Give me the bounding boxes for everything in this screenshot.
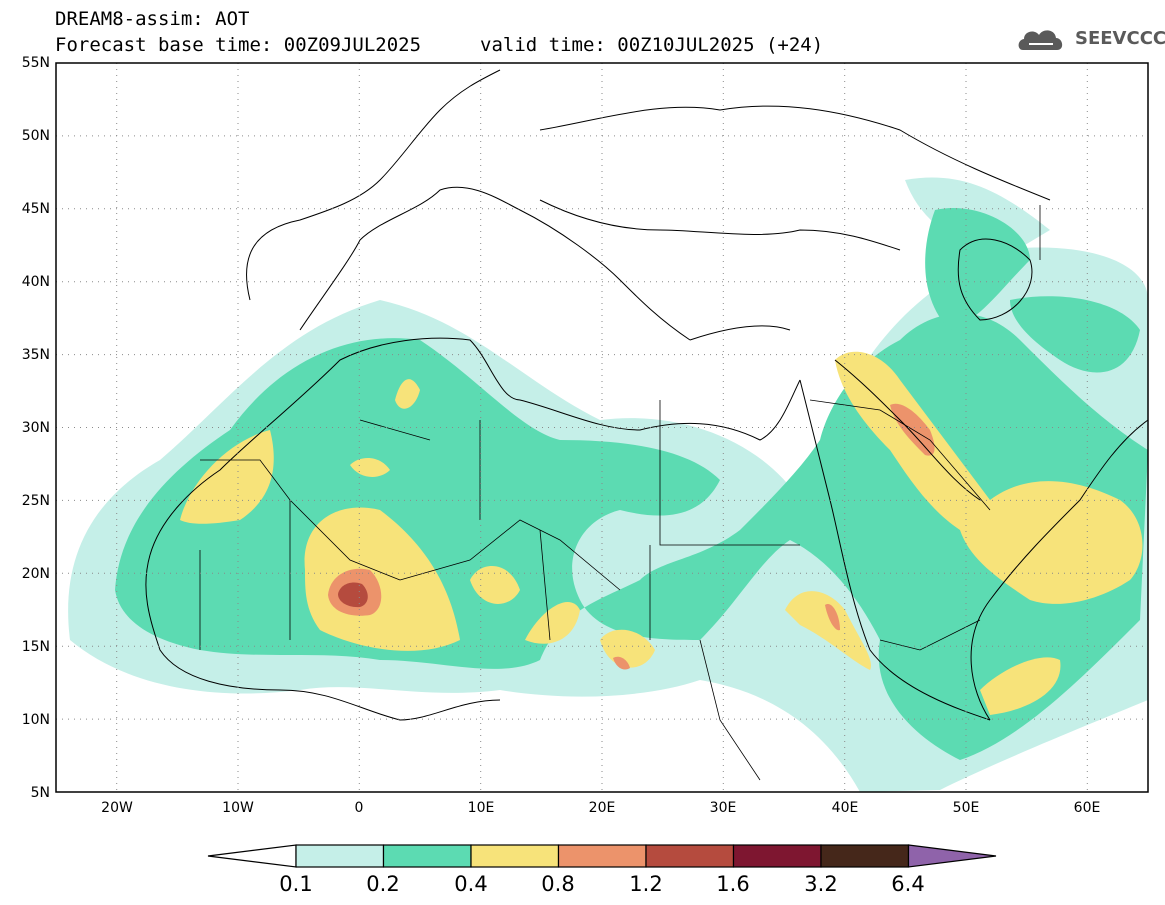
- lat-label: 25N: [21, 493, 50, 509]
- colorbar-label: 1.6: [716, 872, 750, 896]
- colorbar-bin: [470, 844, 560, 868]
- colorbar-label: 0.8: [541, 872, 575, 896]
- lat-label: 35N: [21, 347, 50, 363]
- lat-label: 40N: [21, 274, 50, 290]
- lat-label: 30N: [21, 420, 50, 436]
- aot-field-1.2: [338, 582, 368, 608]
- colorbar-low-triangle: [207, 844, 297, 868]
- colorbar-bin: [295, 844, 385, 868]
- colorbar-label: 3.2: [804, 872, 838, 896]
- colorbar-high-triangle: [907, 844, 997, 868]
- lon-label: 20E: [588, 800, 616, 816]
- lon-label: 10W: [222, 800, 254, 816]
- lon-label: 20W: [101, 800, 133, 816]
- forecast-base-time: Forecast base time: 00Z09JUL2025: [55, 34, 422, 56]
- colorbar-label: 0.4: [454, 872, 488, 896]
- grid-lines: [56, 63, 1148, 792]
- lon-label: 40E: [831, 800, 859, 816]
- lat-label: 10N: [21, 712, 50, 728]
- map-title: DREAM8-assim: AOT: [55, 8, 250, 30]
- colorbar-label: 0.1: [279, 872, 313, 896]
- colorbar-label: 1.2: [629, 872, 663, 896]
- lat-label: 5N: [30, 785, 50, 801]
- lat-label: 15N: [21, 639, 50, 655]
- colorbar-label: 0.2: [366, 872, 400, 896]
- colorbar-bin: [645, 844, 735, 868]
- lat-label: 50N: [21, 128, 50, 144]
- lat-label: 45N: [21, 201, 50, 217]
- colorbar-bin: [382, 844, 472, 868]
- map-frame: [55, 62, 1149, 793]
- colorbar-label: 6.4: [891, 872, 925, 896]
- cloud-icon: [1018, 30, 1063, 50]
- coastlines: [145, 69, 1148, 721]
- valid-time: valid time: 00Z10JUL2025 (+24): [480, 34, 824, 56]
- lat-label: 55N: [21, 55, 50, 71]
- colorbar-bin: [820, 844, 910, 868]
- lon-label: 50E: [952, 800, 980, 816]
- lon-label: 60E: [1073, 800, 1101, 816]
- lon-label: 10E: [467, 800, 495, 816]
- colorbar-bin: [732, 844, 822, 868]
- seevccc-logo: SEEVCCC: [1075, 28, 1165, 49]
- colorbar-bin: [557, 844, 647, 868]
- lat-label: 20N: [21, 566, 50, 582]
- lon-label: 30E: [709, 800, 737, 816]
- lon-label: 0: [354, 800, 364, 816]
